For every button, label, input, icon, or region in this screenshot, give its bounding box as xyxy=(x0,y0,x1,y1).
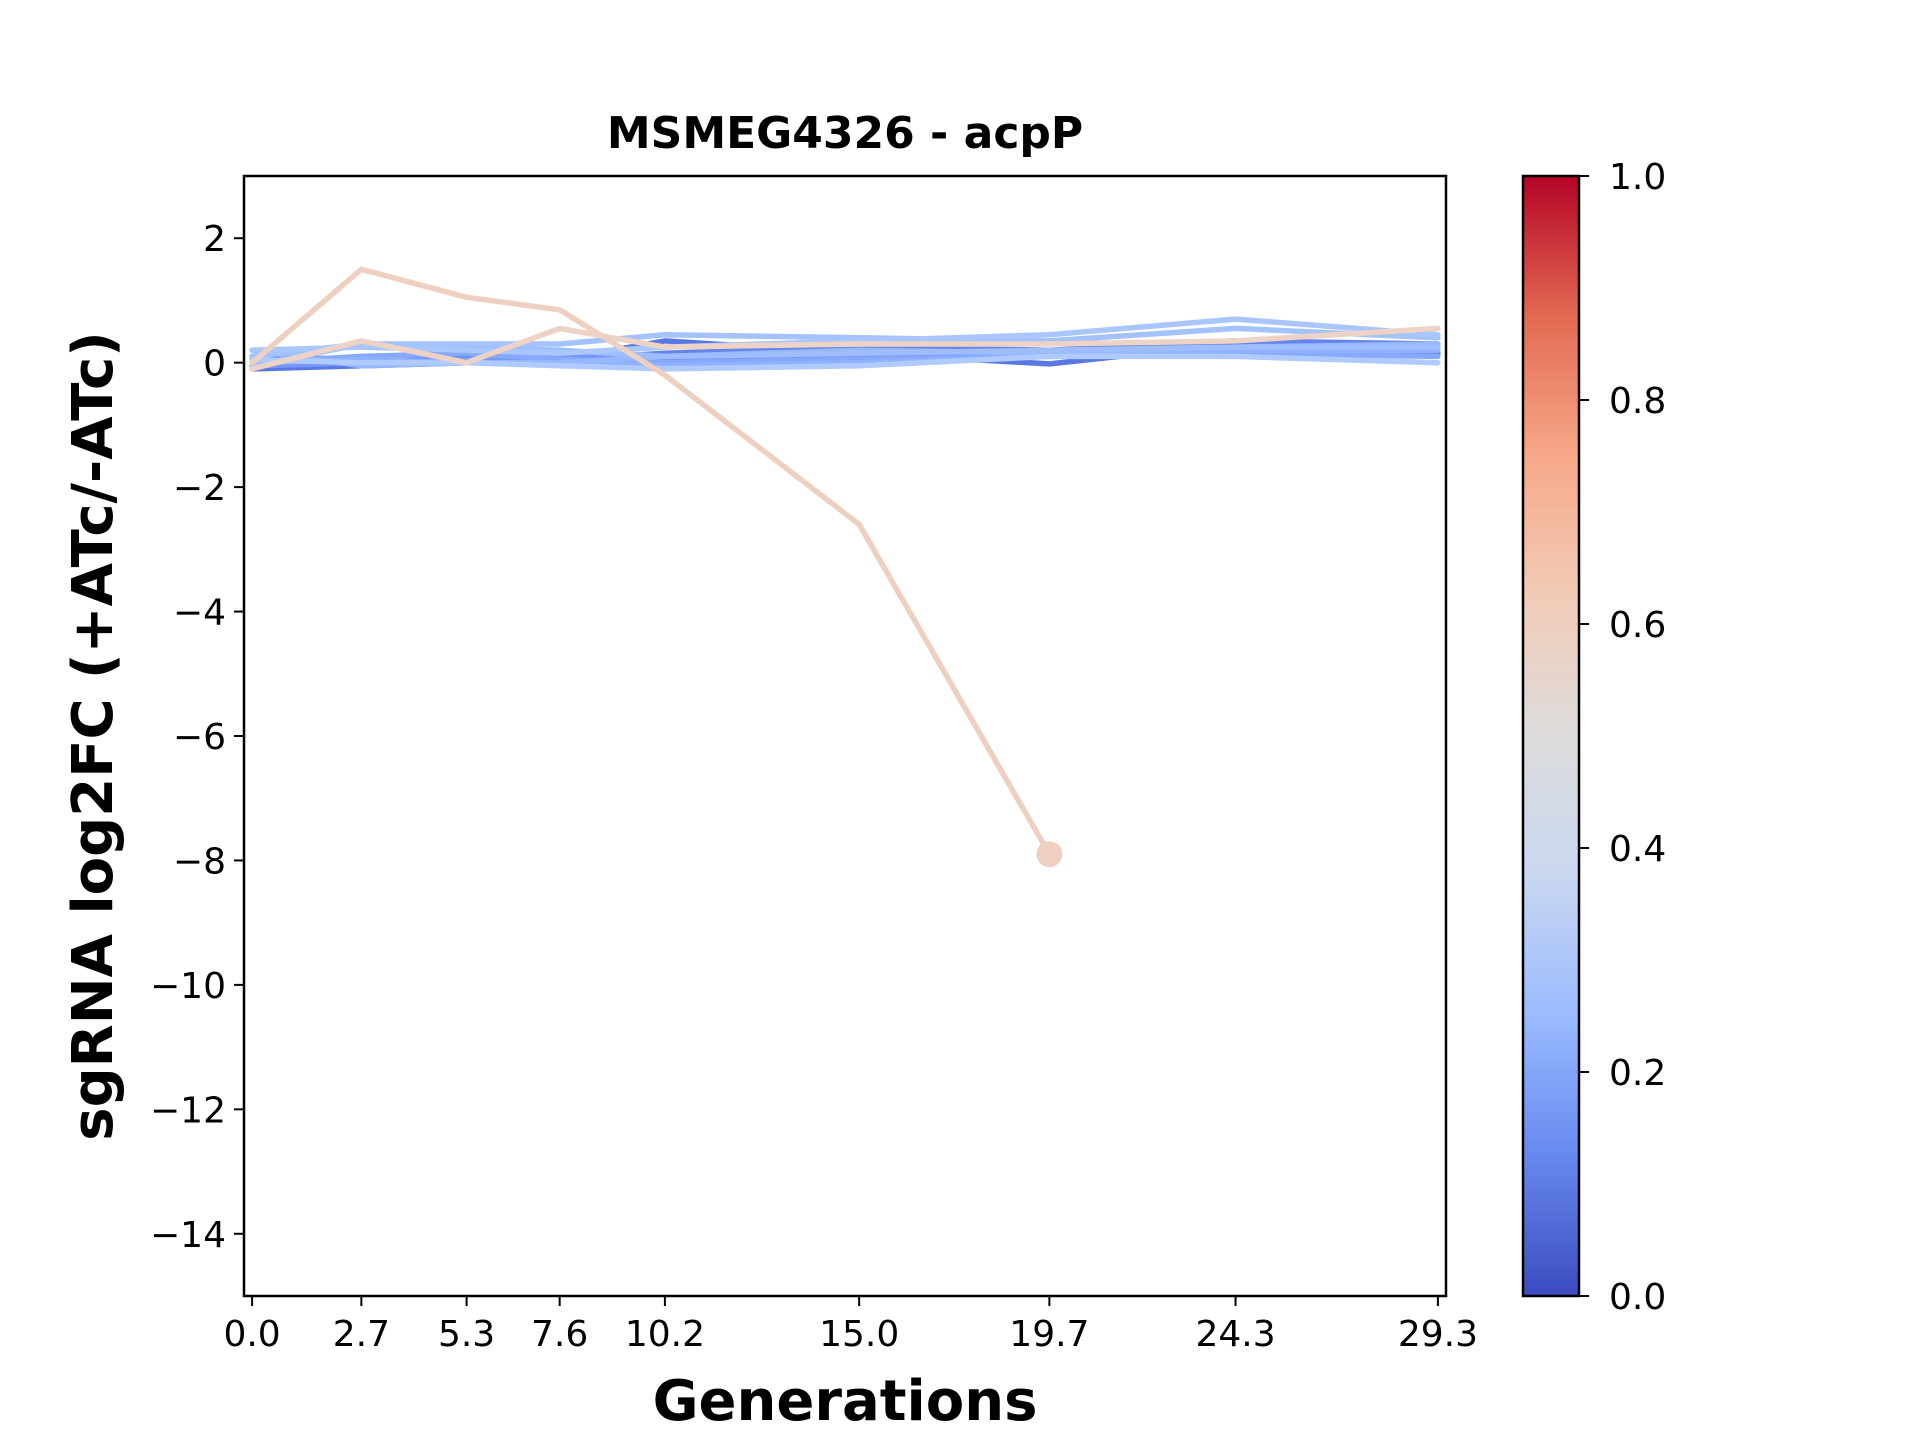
x-tick-label: 0.0 xyxy=(223,1314,280,1355)
x-tick-label: 29.3 xyxy=(1398,1314,1478,1355)
plot-area xyxy=(242,174,1448,1298)
y-tick-label: −8 xyxy=(173,841,226,882)
colorbar: 0.0 0.2 0.4 0.6 0.8 1.0 xyxy=(1521,157,1666,1318)
y-tick-label: −14 xyxy=(150,1215,226,1256)
x-tick-label: 24.3 xyxy=(1195,1314,1275,1355)
series-line-10 xyxy=(249,353,1441,372)
colorbar-fill xyxy=(1523,176,1579,1296)
y-tick-label: 2 xyxy=(203,219,226,260)
series-end-marker xyxy=(1036,841,1063,868)
x-tick-label: 5.3 xyxy=(438,1314,495,1355)
y-axis: 2 0 −2 −4 −6 −8 −10 −12 −14 xyxy=(150,219,244,1256)
colorbar-ticks: 0.0 0.2 0.4 0.6 0.8 1.0 xyxy=(1579,157,1666,1318)
y-tick-label: −12 xyxy=(150,1090,226,1131)
colorbar-tick-label: 0.0 xyxy=(1609,1277,1666,1318)
series-line-8 xyxy=(249,325,1441,360)
y-tick-label: −6 xyxy=(173,717,226,758)
y-tick-label: −2 xyxy=(173,468,226,509)
colorbar-tick-label: 0.4 xyxy=(1609,829,1666,870)
colorbar-tick-label: 1.0 xyxy=(1609,157,1666,198)
x-tick-label: 2.7 xyxy=(333,1314,390,1355)
y-axis-label: sgRNA log2FC (+ATc/-ATc) xyxy=(61,331,126,1141)
colorbar-tick-label: 0.6 xyxy=(1609,605,1666,646)
chart-title: MSMEG4326 - acpP xyxy=(607,108,1083,159)
series-layer xyxy=(249,266,1441,868)
y-tick-label: −10 xyxy=(150,966,226,1007)
x-tick-label: 10.2 xyxy=(625,1314,705,1355)
x-tick-label: 7.6 xyxy=(531,1314,588,1355)
x-axis-label: Generations xyxy=(653,1369,1038,1434)
y-tick-label: 0 xyxy=(203,344,226,385)
x-axis: 0.0 2.7 5.3 7.6 10.2 15.0 19.7 24.3 29.3 xyxy=(223,1296,1478,1355)
y-tick-label: −4 xyxy=(173,593,226,634)
series-line-11 xyxy=(249,325,1441,372)
colorbar-tick-label: 0.2 xyxy=(1609,1053,1666,1094)
x-tick-label: 15.0 xyxy=(819,1314,899,1355)
series-line-12 xyxy=(249,266,1053,857)
colorbar-frame xyxy=(1521,174,1581,1298)
x-tick-label: 19.7 xyxy=(1009,1314,1089,1355)
colorbar-tick-label: 0.8 xyxy=(1609,381,1666,422)
